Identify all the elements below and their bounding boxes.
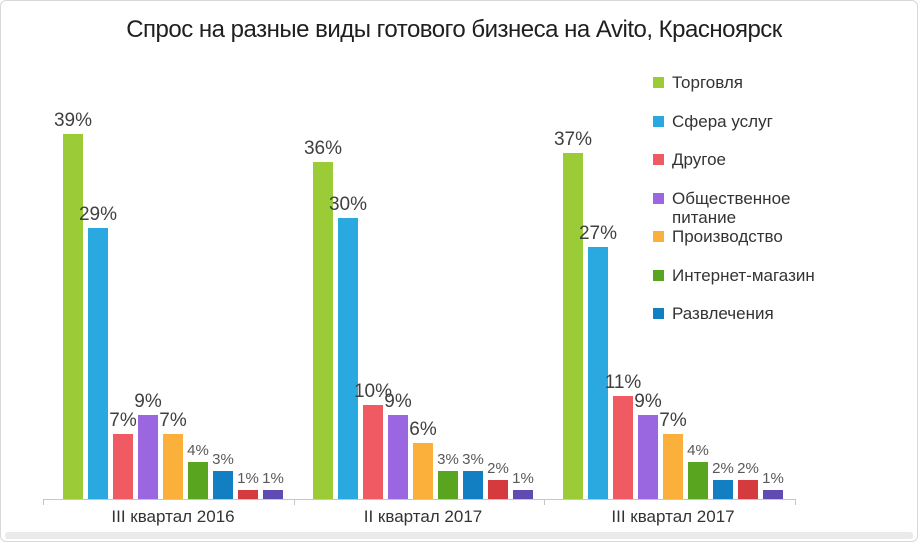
- bar-value-label: 1%: [262, 470, 284, 487]
- bar-value-label: 37%: [553, 129, 593, 150]
- legend-marker-icon: [653, 269, 664, 281]
- bar-value-label: 29%: [78, 204, 118, 225]
- bar-value-label: 4%: [187, 442, 209, 459]
- legend-label: Развлечения: [672, 304, 774, 323]
- bar-value-label: 7%: [659, 410, 687, 431]
- legend-marker-icon: [653, 77, 664, 88]
- legend-marker-icon: [653, 154, 664, 165]
- bar-series-1-group-2: [588, 247, 608, 499]
- bar-series-5-group-0: [188, 462, 208, 499]
- bar-series-4-group-2: [663, 434, 683, 499]
- x-axis-tick: [795, 499, 796, 505]
- bar-series-3-group-0: [138, 415, 158, 499]
- bar-series-3-group-1: [388, 415, 408, 499]
- legend-item-2: Другое: [653, 150, 844, 169]
- x-axis-line: [43, 499, 796, 500]
- bar-series-7-group-2: [738, 480, 758, 499]
- bar-value-label: 4%: [687, 442, 709, 459]
- bar-series-6-group-1: [463, 471, 483, 499]
- bar-series-7-group-1: [488, 480, 508, 499]
- bar-value-label: 1%: [512, 470, 534, 487]
- chart-title: Спрос на разные виды готового бизнеса на…: [1, 15, 907, 46]
- legend-item-0: Торговля: [653, 73, 844, 92]
- bar-value-label: 6%: [409, 419, 437, 440]
- footer-band: [5, 532, 913, 539]
- bar-value-label: 7%: [159, 410, 187, 431]
- bar-value-label: 2%: [487, 460, 509, 477]
- bar-series-0-group-2: [563, 153, 583, 499]
- bar-series-2-group-2: [613, 396, 633, 499]
- bar-series-5-group-2: [688, 462, 708, 499]
- legend-label: Сфера услуг: [672, 111, 773, 131]
- bar-series-5-group-1: [438, 471, 458, 499]
- bar-value-label: 1%: [237, 470, 259, 487]
- legend-marker-icon: [653, 308, 664, 319]
- bar-value-label: 36%: [303, 138, 343, 159]
- bar-value-label: 7%: [109, 410, 137, 431]
- x-axis-tick: [544, 499, 545, 505]
- bar-value-label: 9%: [384, 391, 412, 412]
- bar-value-label: 2%: [712, 460, 734, 477]
- bar-series-3-group-2: [638, 415, 658, 499]
- bar-series-1-group-0: [88, 228, 108, 499]
- bar-series-7-group-0: [238, 490, 258, 499]
- legend-item-6: Развлечения: [653, 304, 844, 323]
- bar-value-label: 1%: [762, 470, 784, 487]
- x-axis-tick: [293, 499, 295, 505]
- bar-value-label: 2%: [737, 460, 759, 477]
- bar-value-label: 27%: [578, 223, 618, 244]
- bar-series-8-group-1: [513, 490, 533, 499]
- bar-series-0-group-1: [313, 162, 333, 499]
- legend-item-1: Сфера услуг: [653, 112, 844, 131]
- bar-value-label: 10%: [353, 381, 393, 402]
- legend-label: Торговля: [672, 73, 744, 92]
- category-label: III квартал 2017: [611, 507, 735, 526]
- legend-label: Интернет-магазин: [672, 265, 815, 285]
- bar-value-label: 30%: [328, 194, 368, 215]
- bar-series-6-group-0: [213, 471, 233, 499]
- bar-series-0-group-0: [63, 134, 83, 499]
- bar-value-label: 39%: [53, 110, 93, 131]
- legend-label: Производство: [672, 227, 783, 246]
- legend-item-4: Производство: [653, 227, 844, 246]
- bar-value-label: 3%: [212, 451, 234, 468]
- chart-title-text: Спрос на разные виды готового бизнеса на…: [126, 16, 782, 43]
- bar-series-6-group-2: [713, 480, 733, 499]
- bar-series-4-group-1: [413, 443, 433, 499]
- bar-value-label: 11%: [604, 372, 642, 393]
- bar-value-label: 3%: [437, 451, 459, 468]
- bar-value-label: 9%: [134, 391, 162, 412]
- legend-label: Общественное питание: [672, 188, 791, 227]
- category-label: III квартал 2016: [111, 507, 235, 526]
- x-axis-tick: [43, 499, 44, 505]
- bar-series-2-group-0: [113, 434, 133, 499]
- legend-marker-icon: [653, 115, 664, 127]
- bar-series-8-group-0: [263, 490, 283, 499]
- legend-marker-icon: [653, 231, 664, 242]
- bar-value-label: 3%: [462, 451, 484, 468]
- bar-value-label: 9%: [634, 391, 662, 412]
- legend-item-3: Общественное питание: [653, 189, 844, 227]
- bar-series-2-group-1: [363, 405, 383, 499]
- legend-item-5: Интернет-магазин: [653, 266, 844, 285]
- legend-label: Другое: [672, 150, 727, 169]
- bar-series-4-group-0: [163, 434, 183, 499]
- category-label: II квартал 2017: [363, 507, 483, 526]
- legend-marker-icon: [653, 192, 664, 204]
- bar-series-8-group-2: [763, 490, 783, 499]
- bar-series-1-group-1: [338, 218, 358, 499]
